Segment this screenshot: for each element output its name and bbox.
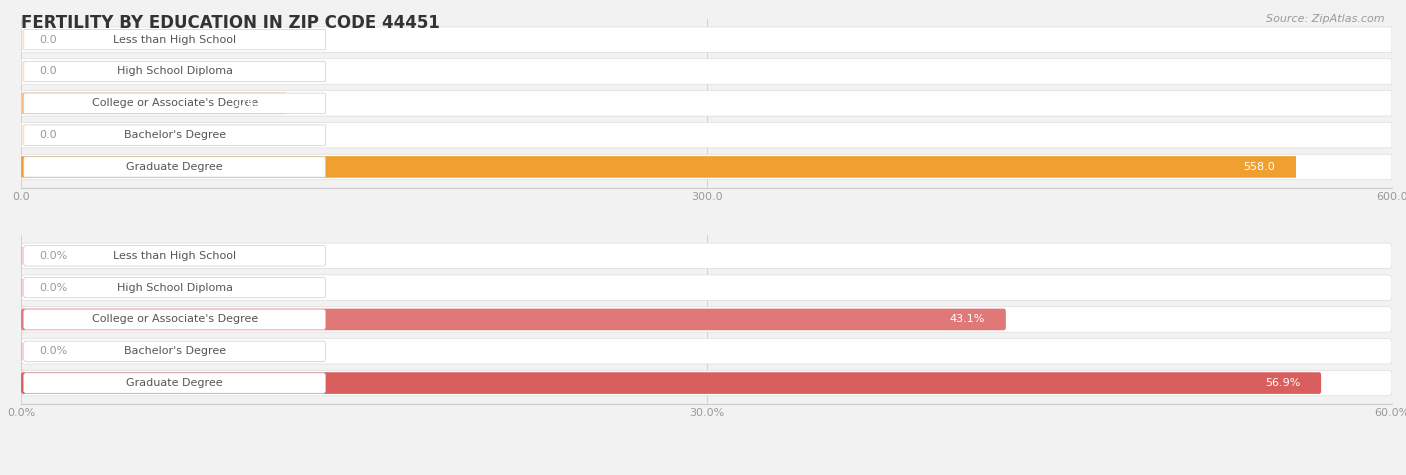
FancyBboxPatch shape (21, 243, 1392, 268)
Text: Source: ZipAtlas.com: Source: ZipAtlas.com (1267, 14, 1385, 24)
Text: 558.0: 558.0 (1244, 162, 1275, 172)
Text: 116.0: 116.0 (233, 98, 266, 108)
FancyBboxPatch shape (21, 339, 1392, 364)
FancyBboxPatch shape (24, 309, 326, 330)
Text: Less than High School: Less than High School (112, 251, 236, 261)
FancyBboxPatch shape (21, 275, 1392, 300)
FancyBboxPatch shape (21, 123, 1392, 148)
FancyBboxPatch shape (21, 341, 22, 362)
Text: High School Diploma: High School Diploma (117, 66, 232, 76)
FancyBboxPatch shape (21, 154, 1392, 180)
Text: 0.0%: 0.0% (39, 346, 67, 356)
Text: 0.0%: 0.0% (39, 251, 67, 261)
Text: Graduate Degree: Graduate Degree (127, 378, 224, 388)
FancyBboxPatch shape (24, 341, 326, 361)
Text: Less than High School: Less than High School (112, 35, 236, 45)
FancyBboxPatch shape (24, 246, 326, 266)
FancyBboxPatch shape (21, 245, 22, 266)
Text: Graduate Degree: Graduate Degree (127, 162, 224, 172)
Text: 0.0%: 0.0% (39, 283, 67, 293)
Text: Bachelor's Degree: Bachelor's Degree (124, 130, 226, 140)
Text: High School Diploma: High School Diploma (117, 283, 232, 293)
Text: FERTILITY BY EDUCATION IN ZIP CODE 44451: FERTILITY BY EDUCATION IN ZIP CODE 44451 (21, 14, 440, 32)
Text: 56.9%: 56.9% (1265, 378, 1301, 388)
FancyBboxPatch shape (24, 277, 326, 298)
FancyBboxPatch shape (24, 93, 325, 114)
FancyBboxPatch shape (24, 157, 325, 177)
FancyBboxPatch shape (21, 27, 1392, 52)
Text: College or Associate's Degree: College or Associate's Degree (91, 314, 257, 324)
FancyBboxPatch shape (24, 373, 326, 393)
FancyBboxPatch shape (21, 156, 1296, 178)
FancyBboxPatch shape (24, 61, 325, 82)
FancyBboxPatch shape (21, 59, 1392, 84)
FancyBboxPatch shape (21, 307, 1392, 332)
FancyBboxPatch shape (21, 93, 287, 114)
FancyBboxPatch shape (21, 309, 1005, 330)
Text: 0.0: 0.0 (39, 66, 56, 76)
FancyBboxPatch shape (24, 29, 325, 50)
Text: 0.0: 0.0 (39, 35, 56, 45)
FancyBboxPatch shape (21, 370, 1392, 396)
Text: 43.1%: 43.1% (950, 314, 986, 324)
Text: 0.0: 0.0 (39, 130, 56, 140)
Text: College or Associate's Degree: College or Associate's Degree (91, 98, 257, 108)
Text: Bachelor's Degree: Bachelor's Degree (124, 346, 226, 356)
FancyBboxPatch shape (24, 125, 325, 145)
FancyBboxPatch shape (21, 277, 22, 298)
FancyBboxPatch shape (21, 372, 1322, 394)
FancyBboxPatch shape (21, 91, 1392, 116)
